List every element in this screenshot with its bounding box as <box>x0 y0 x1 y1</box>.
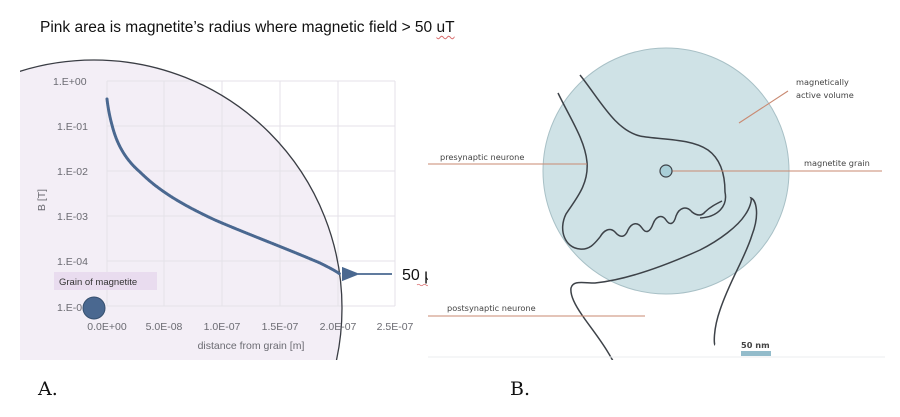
x-tick: 2.5E-07 <box>377 321 414 333</box>
label-active-volume-1: magnetically <box>796 77 849 87</box>
postsynaptic-membrane <box>570 196 758 360</box>
y-tick: 1.E-03 <box>57 211 88 223</box>
y-tick: 1.E-04 <box>57 256 88 268</box>
x-axis-title: distance from grain [m] <box>198 340 305 352</box>
scale-bar <box>741 351 771 356</box>
title-text: Pink area is magnetite’s radius where ma… <box>40 19 437 36</box>
synaptic-vesicle-wave <box>599 200 723 238</box>
spellcheck-squiggle <box>416 283 430 287</box>
label-postsynaptic: postsynaptic neurone <box>447 303 536 313</box>
label-magnetite-grain: magnetite grain <box>804 158 870 168</box>
chart-grid <box>106 80 396 307</box>
title-unit: uT <box>436 19 455 36</box>
figure-title: Pink area is magnetite’s radius where ma… <box>40 19 455 37</box>
y-axis-title: B [T] <box>36 189 48 211</box>
radius-boundary <box>20 59 343 360</box>
x-tick: 1.0E-07 <box>204 321 241 333</box>
label-presynaptic: presynaptic neurone <box>440 152 524 162</box>
x-tick: 1.5E-07 <box>262 321 299 333</box>
field-decay-curve-core <box>106 98 341 275</box>
magnetite-grain <box>659 164 673 178</box>
panel-label-a: A. <box>38 378 58 400</box>
leader-active-volume <box>738 90 789 124</box>
grain-tag-label: Grain of magnetite <box>59 277 137 288</box>
presynaptic-membrane-right <box>579 74 727 219</box>
x-tick: 5.0E-08 <box>146 321 183 333</box>
x-tick: 2.0E-07 <box>320 321 357 333</box>
label-active-volume-2: active volume <box>796 90 854 100</box>
y-tick: 1.E-0 <box>57 302 82 314</box>
presynaptic-membrane-left <box>557 92 601 250</box>
x-tick: 0.0E+00 <box>87 321 127 333</box>
y-tick: 1.E-01 <box>57 121 88 133</box>
panel-label-b: B. <box>510 378 531 400</box>
panel-a-chart <box>20 59 396 360</box>
y-tick: 1.E+00 <box>53 76 87 88</box>
grain-tag-bg <box>54 272 157 290</box>
panel-b-diagram <box>428 40 890 360</box>
y-tick: 1.E-02 <box>57 166 88 178</box>
magnetite-grain-marker <box>82 296 106 320</box>
scale-bar-label: 50 nm <box>741 340 770 350</box>
pink-radius-area <box>20 60 342 360</box>
